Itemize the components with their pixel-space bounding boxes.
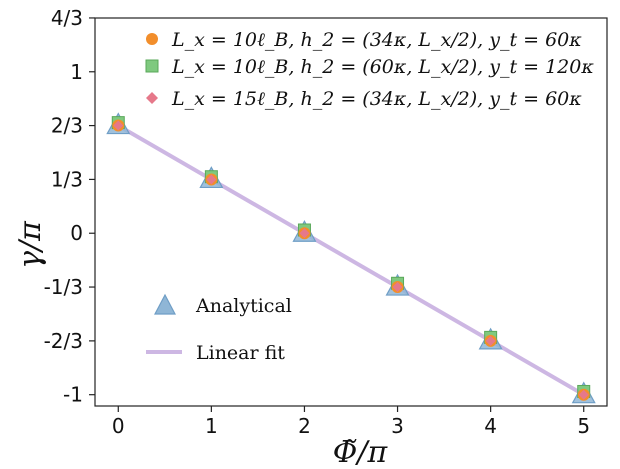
legend-marker-diamond — [146, 92, 158, 104]
legend-bottom: Analytical Linear fit — [146, 293, 292, 364]
plot-layer — [106, 112, 596, 404]
y-axis-title: γ/π — [13, 220, 48, 269]
y-tick-label: 1 — [70, 60, 83, 84]
series-3-point — [113, 120, 124, 131]
y-tick-label: 4/3 — [51, 6, 83, 30]
x-tick-label: 4 — [484, 414, 497, 438]
axes-layer: 0 1 2 3 4 5 4/3 1 2/3 1/3 0 -1/3 -2/3 -1 — [44, 6, 608, 438]
legend-top: L_x = 10ℓ_B, h_2 = (34κ, L_x/2), y_t = 6… — [145, 29, 594, 110]
y-tick-label: -1/3 — [44, 275, 83, 299]
plot-frame — [94, 17, 608, 407]
legend-marker-circle — [146, 33, 158, 45]
series-3-point — [578, 389, 589, 400]
legend-label-series-2: L_x = 10ℓ_B, h_2 = (60κ, L_x/2), y_t = 1… — [171, 56, 594, 78]
legend-label-series-3: L_x = 15ℓ_B, h_2 = (34κ, L_x/2), y_t = 6… — [171, 88, 582, 110]
linear-fit-line — [117, 123, 585, 397]
x-tick-label: 0 — [112, 414, 125, 438]
x-tick-label: 3 — [391, 414, 404, 438]
legend-label-linear-fit: Linear fit — [196, 342, 285, 364]
legend-marker-square — [145, 59, 159, 73]
y-tick-label: -1 — [63, 383, 83, 407]
x-tick-label: 5 — [577, 414, 590, 438]
series-3-point — [299, 228, 310, 239]
y-tick-label: 2/3 — [51, 114, 83, 138]
x-axis-title: Φ̃/π — [333, 435, 389, 469]
y-tick-label: 0 — [70, 221, 83, 245]
series-3-point — [485, 335, 496, 346]
series-3-point — [392, 282, 403, 293]
legend-label-analytical: Analytical — [195, 295, 292, 317]
x-tick-label: 2 — [298, 414, 311, 438]
legend-label-series-1: L_x = 10ℓ_B, h_2 = (34κ, L_x/2), y_t = 6… — [171, 29, 582, 51]
y-tick-label: 1/3 — [51, 167, 83, 191]
y-tick-label: -2/3 — [44, 329, 83, 353]
series-3-point — [206, 174, 217, 185]
legend-marker-triangle — [154, 293, 176, 315]
x-tick-label: 1 — [205, 414, 218, 438]
